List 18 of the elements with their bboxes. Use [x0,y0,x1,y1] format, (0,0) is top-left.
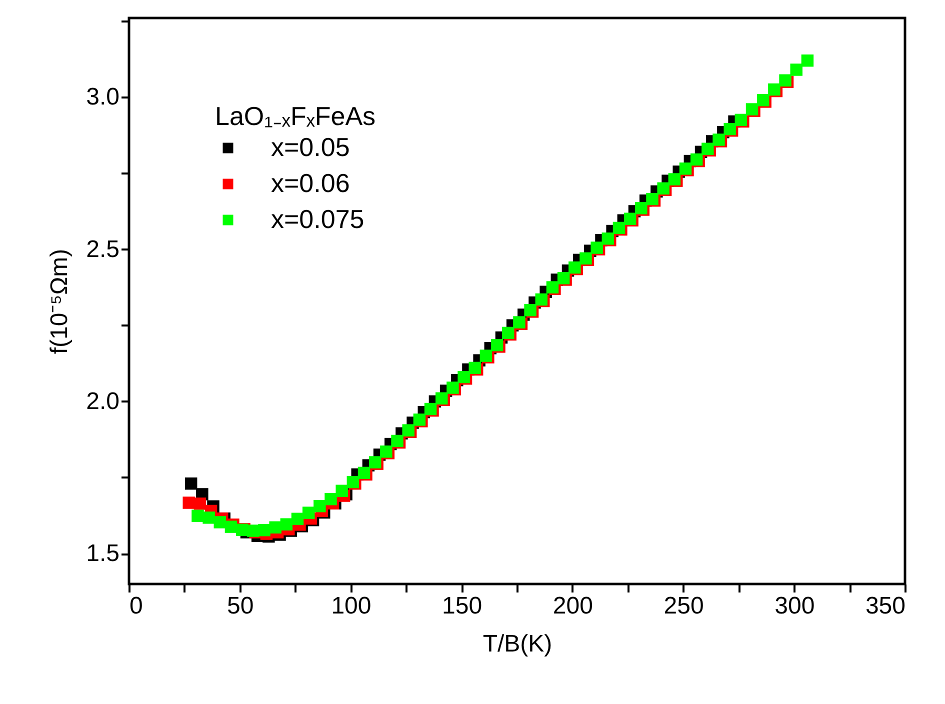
legend-label: x=0.06 [271,168,350,198]
x-tick-label: 0 [130,592,143,620]
y-axis-title: f(10⁻⁵Ωm) [46,248,74,354]
y-tick-label: 2.0 [86,388,120,415]
y-tick-label: 1.5 [86,540,120,568]
x-tick-label: 150 [442,592,482,620]
y-tick-label: 2.5 [86,236,120,263]
legend-title: LaO₁₋ₓFₓFeAs [215,101,376,131]
x-tick-label: 300 [774,592,815,620]
x-tick-label: 200 [552,592,593,620]
x-tick-label: 50 [227,592,254,620]
x-tick-label: 250 [664,592,704,620]
y-tick-label: 3.0 [86,84,120,111]
legend-label: x=0.075 [271,204,364,234]
x-axis-title: T/B(K) [482,630,552,658]
legend-label: x=0.05 [271,132,350,162]
x-tick-label: 100 [331,592,372,620]
x-tick-label: 350 [865,592,906,620]
